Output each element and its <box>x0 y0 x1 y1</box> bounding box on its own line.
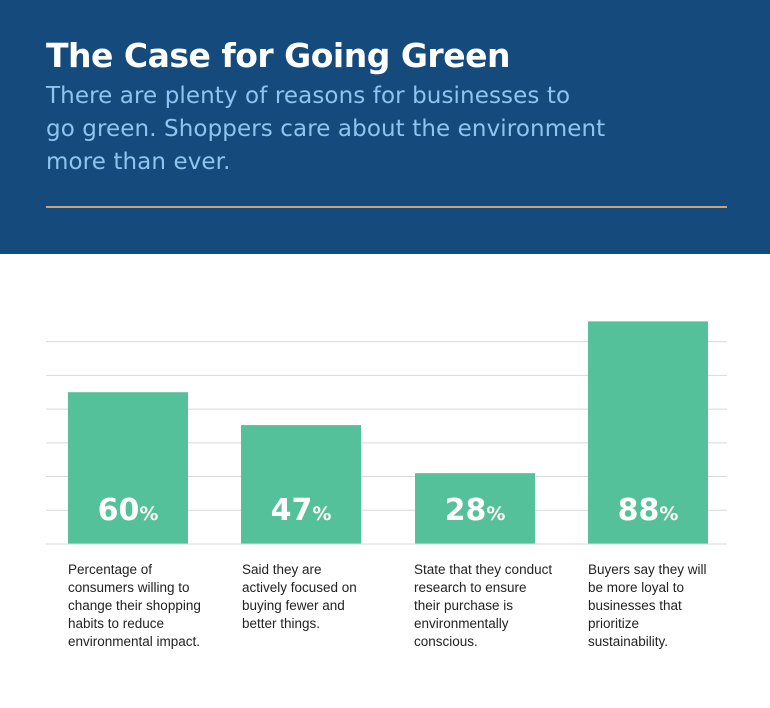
header-banner: The Case for Going Green There are plent… <box>0 0 770 254</box>
bar-description-4: Buyers say they will be more loyal to bu… <box>588 562 707 649</box>
bar <box>241 425 361 544</box>
bar-value-label: 47% <box>271 493 332 528</box>
bar-value-label: 88% <box>618 493 679 528</box>
bar-value-label: 60% <box>98 493 159 528</box>
page-title: The Case for Going Green <box>46 36 510 75</box>
bar-description-1: Percentage of consumers willing to chang… <box>68 562 201 649</box>
bar-description-3: State that they conduct research to ensu… <box>414 562 553 649</box>
bar-description-2: Said they are actively focused on buying… <box>242 562 357 631</box>
bar-chart: 60% 47% 28% 88% Percentage of consumers wil… <box>0 254 770 708</box>
bar <box>588 321 708 544</box>
bar-chart-svg: 60% 47% 28% 88% <box>46 321 727 545</box>
bar-value-label: 28% <box>445 493 506 528</box>
bar <box>415 473 535 544</box>
header-divider <box>46 206 727 208</box>
bar <box>68 392 188 544</box>
page-subtitle: There are plenty of reasons for business… <box>46 83 606 175</box>
